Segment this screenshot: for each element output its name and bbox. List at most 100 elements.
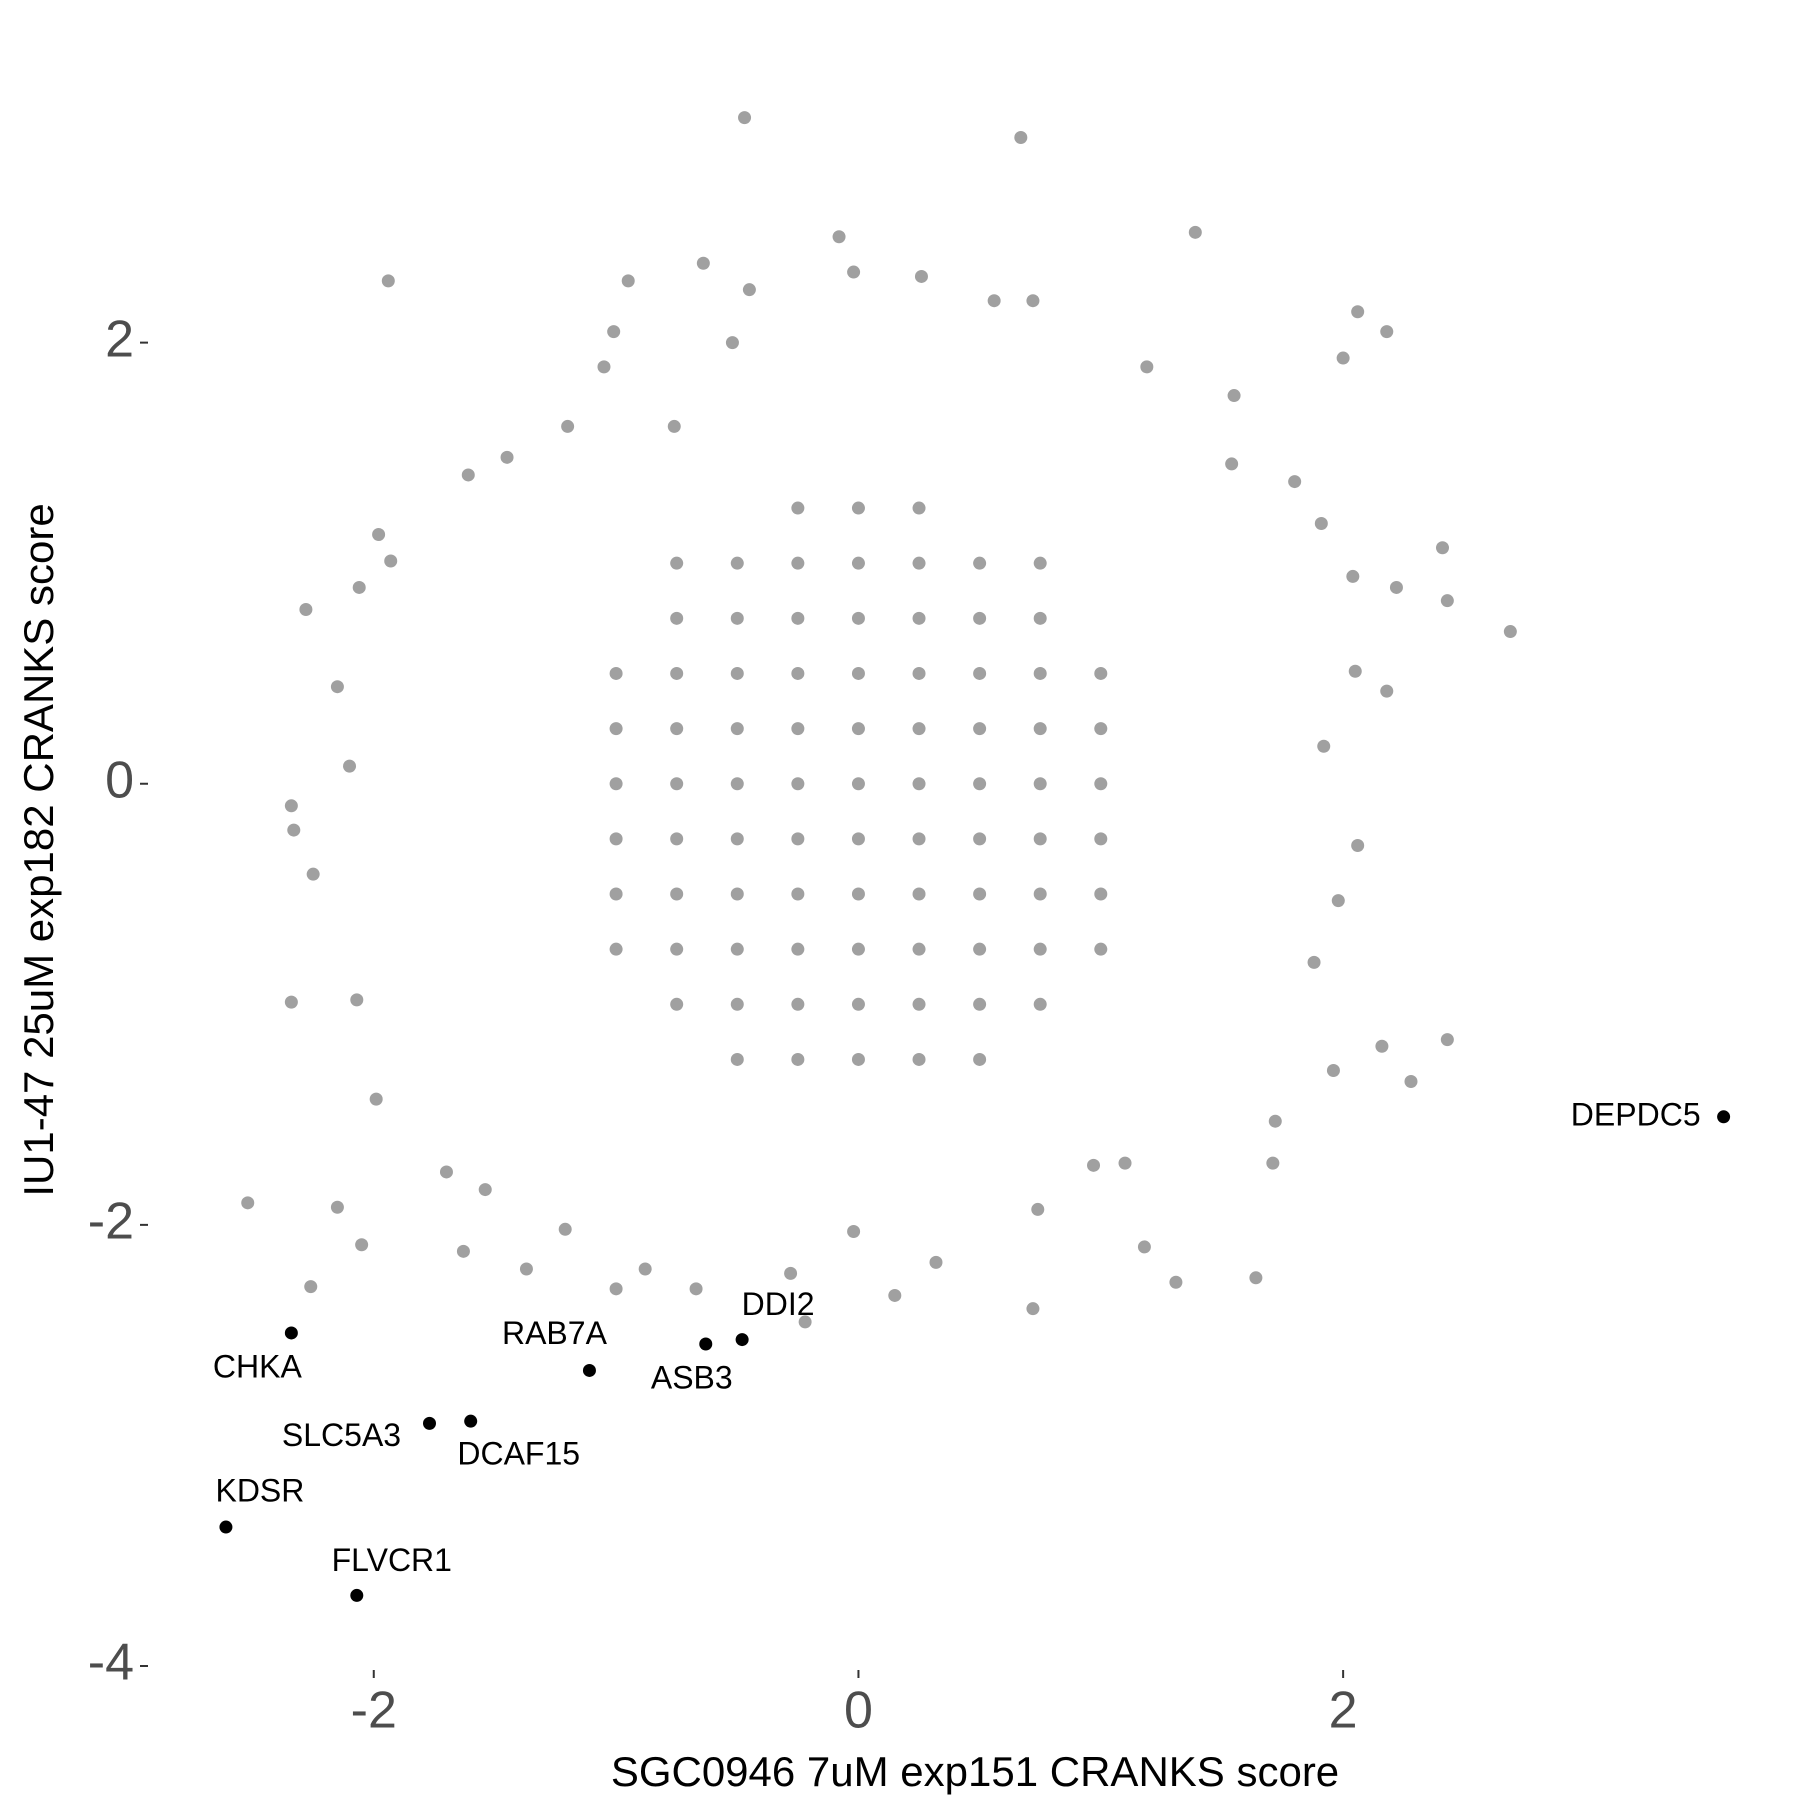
point — [369, 1092, 383, 1106]
point — [1346, 569, 1360, 583]
point — [1033, 887, 1047, 901]
point — [1380, 684, 1394, 698]
highlight-point — [350, 1588, 364, 1602]
point — [461, 468, 475, 482]
point — [1094, 666, 1108, 680]
point — [1503, 625, 1517, 639]
point — [912, 1052, 926, 1066]
point — [912, 777, 926, 791]
point — [670, 556, 684, 570]
point — [912, 611, 926, 625]
highlight-point — [219, 1520, 233, 1534]
point — [851, 611, 865, 625]
point — [304, 1280, 318, 1294]
point — [372, 528, 386, 542]
point — [973, 887, 987, 901]
point — [670, 611, 684, 625]
point — [667, 419, 681, 433]
point — [914, 269, 928, 283]
point — [1137, 1240, 1151, 1254]
point — [730, 611, 744, 625]
point — [1375, 1039, 1389, 1053]
point — [1094, 777, 1108, 791]
point — [597, 360, 611, 374]
point — [609, 722, 623, 736]
point — [791, 942, 805, 956]
point — [1389, 580, 1403, 594]
point — [1348, 664, 1362, 678]
highlight-point — [464, 1414, 478, 1428]
point — [1404, 1075, 1418, 1089]
point — [558, 1222, 572, 1236]
point — [519, 1262, 533, 1276]
point — [912, 501, 926, 515]
point — [730, 666, 744, 680]
point — [1033, 777, 1047, 791]
point — [670, 722, 684, 736]
point — [832, 230, 846, 244]
point — [1033, 997, 1047, 1011]
point — [1351, 305, 1365, 319]
point — [912, 942, 926, 956]
point — [1307, 955, 1321, 969]
point — [851, 1052, 865, 1066]
point — [241, 1196, 255, 1210]
point — [1440, 1033, 1454, 1047]
point — [1435, 541, 1449, 555]
point — [1227, 389, 1241, 403]
point — [851, 777, 865, 791]
point — [973, 722, 987, 736]
point — [284, 995, 298, 1009]
point — [730, 997, 744, 1011]
point-label: RAB7A — [502, 1315, 608, 1351]
point — [912, 997, 926, 1011]
point — [456, 1244, 470, 1258]
point — [1169, 1275, 1183, 1289]
point — [1268, 1114, 1282, 1128]
point — [1351, 839, 1365, 853]
point — [299, 603, 313, 617]
point — [851, 942, 865, 956]
point — [851, 887, 865, 901]
point — [851, 501, 865, 515]
y-tick-label: -2 — [88, 1193, 134, 1251]
point — [847, 265, 861, 279]
point — [1014, 130, 1028, 144]
point — [1033, 556, 1047, 570]
point — [730, 556, 744, 570]
highlight-point — [284, 1326, 298, 1340]
point — [561, 419, 575, 433]
point — [1094, 832, 1108, 846]
point — [738, 111, 752, 125]
x-tick-label: 0 — [844, 1682, 873, 1740]
point — [973, 611, 987, 625]
point — [609, 666, 623, 680]
point — [384, 554, 398, 568]
point — [609, 1282, 623, 1296]
point — [851, 666, 865, 680]
highlight-point — [735, 1333, 749, 1347]
point — [1380, 325, 1394, 339]
point — [343, 759, 357, 773]
point — [973, 556, 987, 570]
point — [670, 942, 684, 956]
point-label: DEPDC5 — [1571, 1096, 1701, 1132]
point — [670, 887, 684, 901]
point — [381, 274, 395, 288]
point — [987, 294, 1001, 308]
point — [851, 556, 865, 570]
point — [607, 325, 621, 339]
point — [609, 777, 623, 791]
y-tick-label: -4 — [88, 1634, 134, 1692]
point — [791, 832, 805, 846]
point — [929, 1255, 943, 1269]
point — [439, 1165, 453, 1179]
point — [670, 997, 684, 1011]
point-label: SLC5A3 — [282, 1417, 401, 1453]
point-label: DCAF15 — [457, 1436, 580, 1472]
point — [1094, 887, 1108, 901]
highlight-point — [582, 1363, 596, 1377]
point — [352, 580, 366, 594]
point — [730, 1052, 744, 1066]
